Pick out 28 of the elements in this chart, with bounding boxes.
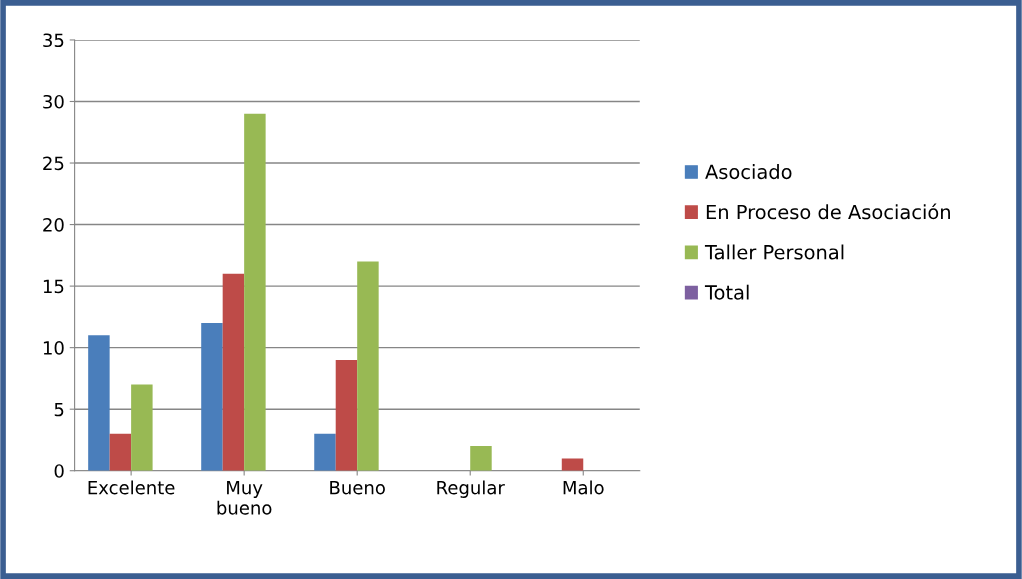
x-tick-label: Malo (563, 480, 604, 495)
bar (222, 273, 245, 471)
y-tick-label: 15 (43, 279, 64, 294)
legend-label: En Proceso de Asociación (706, 203, 950, 220)
y-tick-label: 10 (43, 341, 64, 355)
legend-label: Asociado (705, 164, 792, 180)
y-tick-label: 30 (43, 94, 64, 109)
bar (470, 446, 492, 471)
bar (244, 113, 266, 471)
bar (88, 335, 110, 471)
bar (131, 384, 153, 471)
x-tick-label: Muy bueno (217, 481, 272, 515)
bar (561, 458, 584, 471)
bar (335, 359, 358, 471)
y-tick-label: 5 (54, 402, 64, 417)
y-tick-label: 25 (43, 156, 64, 171)
legend-label: Total (704, 284, 749, 300)
bar (201, 323, 223, 471)
legend-label: Taller Personal (704, 244, 844, 260)
bar (314, 433, 336, 471)
y-tick-label: 20 (43, 218, 64, 232)
bar (109, 433, 132, 471)
x-tick-label: Excelente (88, 480, 175, 495)
y-tick-label: 0 (54, 464, 64, 478)
y-tick-label: 35 (43, 33, 64, 48)
x-tick-label: Bueno (330, 481, 385, 495)
x-tick-label: Regular (437, 480, 505, 498)
bar (357, 261, 379, 471)
